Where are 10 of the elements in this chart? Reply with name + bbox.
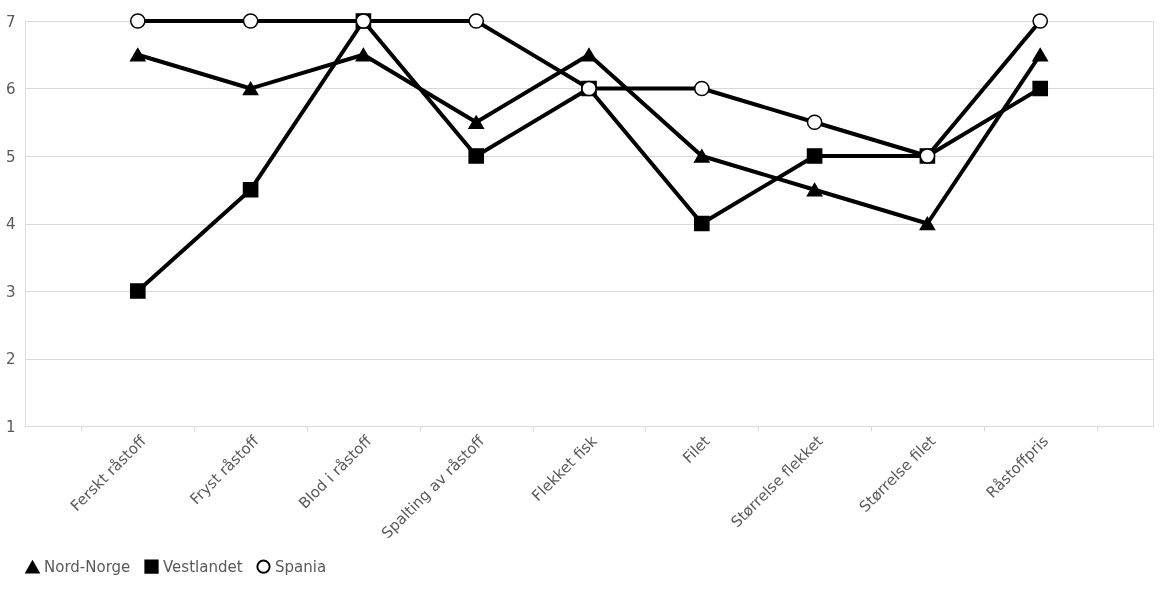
y-tick-label: 5 (5, 147, 16, 166)
y-tick-label: 1 (5, 417, 16, 436)
y-tick-label: 4 (5, 215, 16, 233)
legend-label: Spania (275, 557, 327, 576)
y-tick-label: 3 (5, 282, 16, 301)
y-tick-label: 7 (5, 12, 16, 31)
legend-label: Vestlandet (163, 557, 243, 576)
y-tick-label: 6 (5, 80, 16, 98)
y-tick-label: 2 (5, 350, 16, 368)
legend-label: Nord-Norge (44, 558, 131, 577)
